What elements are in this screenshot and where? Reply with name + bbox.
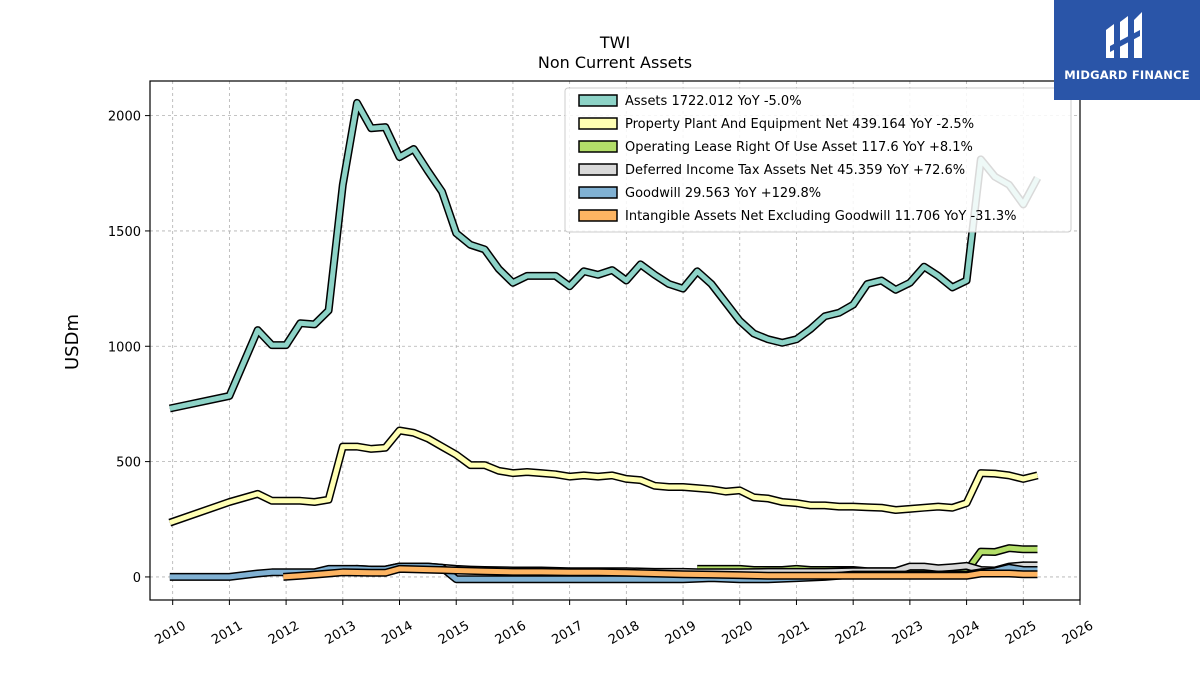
x-tick-label: 2017 bbox=[549, 618, 585, 648]
legend-swatch bbox=[578, 163, 618, 176]
x-tick-label: 2026 bbox=[1060, 618, 1096, 648]
x-tick-label: 2015 bbox=[436, 618, 472, 648]
legend-swatch bbox=[578, 117, 618, 130]
x-tick-label: 2010 bbox=[153, 618, 189, 648]
x-tick-label: 2011 bbox=[209, 618, 245, 648]
legend-swatch bbox=[578, 94, 618, 107]
chart-subtitle: Non Current Assets bbox=[538, 53, 692, 72]
legend-swatch bbox=[578, 140, 618, 153]
legend-entry: Property Plant And Equipment Net 439.164… bbox=[625, 117, 974, 132]
series-layer bbox=[168, 98, 1042, 584]
midgard-finance-logo: MIDGARD FINANCE bbox=[1054, 0, 1200, 100]
legend-entry: Goodwill 29.563 YoY +129.8% bbox=[625, 186, 821, 201]
x-tick-label: 2012 bbox=[266, 618, 302, 648]
legend-swatch bbox=[578, 186, 618, 199]
series-line bbox=[168, 428, 1039, 526]
legend: Assets 1722.012 YoY -5.0% Property Plant … bbox=[564, 87, 1072, 233]
y-axis-label: USDm bbox=[62, 314, 83, 370]
x-tick-label: 2014 bbox=[379, 618, 415, 648]
legend-entry: Operating Lease Right Of Use Asset 117.6… bbox=[625, 140, 973, 155]
x-tick-label: 2024 bbox=[946, 618, 982, 648]
y-axis: 0 500 1000 1500 2000 bbox=[108, 110, 150, 586]
logo-mark-icon bbox=[1106, 12, 1142, 58]
x-axis: 2010 2011 2012 2013 2014 2015 2016 2017 2018 2019… bbox=[153, 600, 1096, 648]
y-tick-label: 500 bbox=[116, 456, 141, 471]
series-line bbox=[283, 566, 1038, 580]
y-tick-label: 1500 bbox=[108, 225, 141, 240]
x-tick-label: 2020 bbox=[720, 618, 756, 648]
series-line bbox=[169, 100, 1040, 411]
series-5 bbox=[283, 564, 1038, 581]
y-tick-label: 2000 bbox=[108, 110, 141, 125]
x-tick-label: 2013 bbox=[323, 618, 359, 648]
x-tick-label: 2016 bbox=[493, 618, 529, 648]
chart-title: TWI bbox=[599, 33, 630, 52]
series-1 bbox=[168, 426, 1039, 527]
x-tick-label: 2019 bbox=[663, 618, 699, 648]
x-tick-label: 2025 bbox=[1003, 618, 1039, 648]
logo-text: MIDGARD FINANCE bbox=[1064, 68, 1190, 82]
x-tick-label: 2023 bbox=[890, 618, 926, 648]
x-tick-label: 2022 bbox=[833, 618, 869, 648]
y-tick-label: 1000 bbox=[108, 340, 141, 355]
plot-frame bbox=[149, 80, 1081, 601]
legend-box bbox=[564, 87, 1072, 233]
legend-entry: Assets 1722.012 YoY -5.0% bbox=[625, 94, 802, 109]
legend-entry: Intangible Assets Net Excluding Goodwill… bbox=[625, 209, 1016, 224]
legend-entry: Deferred Income Tax Assets Net 45.359 Yo… bbox=[625, 163, 965, 178]
legend-swatch bbox=[578, 209, 618, 222]
series-0 bbox=[168, 98, 1042, 413]
x-tick-label: 2021 bbox=[776, 618, 812, 648]
x-tick-label: 2018 bbox=[606, 618, 642, 648]
y-tick-label: 0 bbox=[133, 571, 141, 586]
